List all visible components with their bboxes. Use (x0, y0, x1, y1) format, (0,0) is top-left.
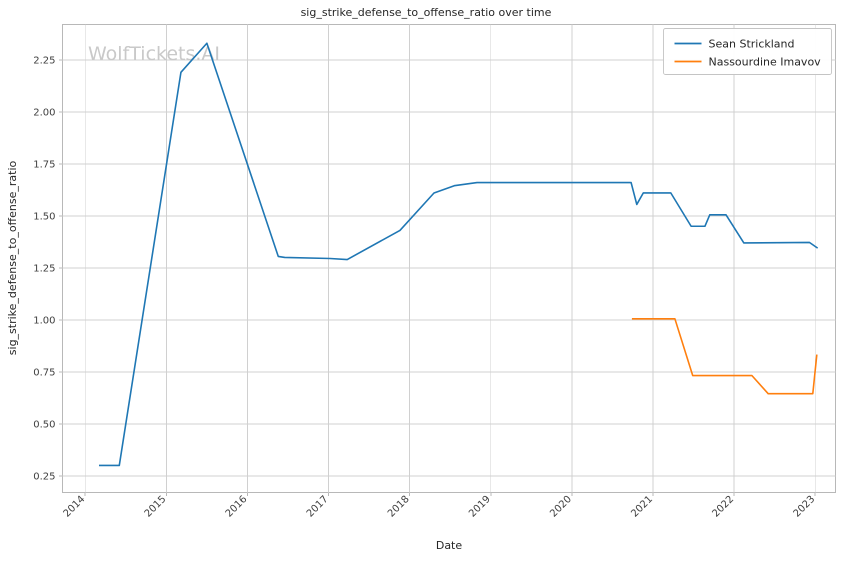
y-tick-label: 0.50 (33, 419, 55, 430)
y-tick-label: 1.75 (33, 159, 55, 170)
y-tick-labels: 0.25 0.50 0.75 1.00 1.25 1.50 1.75 2.00 2.25 (33, 55, 55, 482)
legend-box (663, 28, 832, 75)
y-axis-label: sig_strike_defense_to_offense_ratio (6, 161, 19, 356)
series-line-1 (99, 42, 819, 467)
chart-legend[interactable]: Sean Strickland Nassourdine Imavov (663, 28, 832, 75)
y-tick-label: 0.25 (33, 471, 55, 482)
legend-label-1: Sean Strickland (709, 38, 795, 51)
y-tick-label: 1.50 (33, 211, 55, 222)
series-line-2 (631, 318, 818, 395)
y-tick-label: 1.00 (33, 315, 55, 326)
y-tick-label: 2.25 (33, 55, 55, 66)
tick-marks (59, 59, 816, 496)
y-tick-label: 0.75 (33, 367, 55, 378)
watermark-label: WolfTickets.AI (88, 43, 220, 65)
series-lines (99, 42, 819, 467)
y-tick-label: 2.00 (33, 107, 55, 118)
plot-area (62, 24, 836, 493)
y-tick-label: 1.25 (33, 263, 55, 274)
x-axis-label: Date (436, 539, 463, 552)
chart-title: sig_strike_defense_to_offense_ratio over… (301, 6, 552, 19)
legend-label-2: Nassourdine Imavov (709, 56, 822, 69)
